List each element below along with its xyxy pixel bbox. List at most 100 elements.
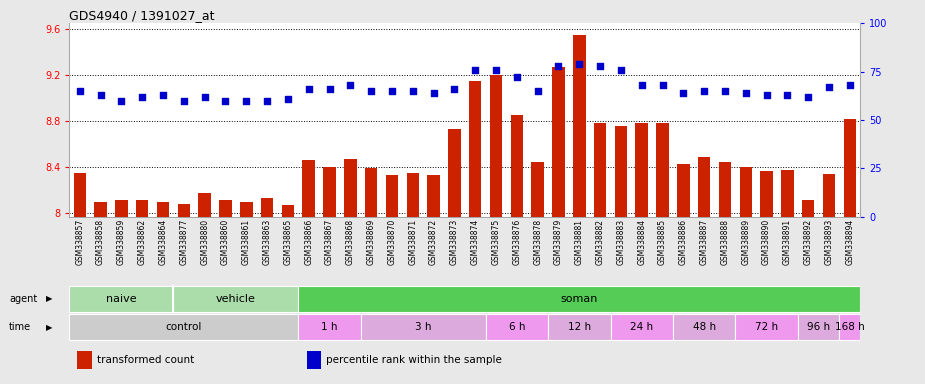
Bar xyxy=(94,202,106,217)
Point xyxy=(280,96,295,102)
Bar xyxy=(136,200,148,217)
Point xyxy=(177,98,191,104)
Text: GDS4940 / 1391027_at: GDS4940 / 1391027_at xyxy=(69,9,215,22)
Point xyxy=(364,88,378,94)
Text: 1 h: 1 h xyxy=(321,322,338,333)
Point xyxy=(510,74,524,80)
Bar xyxy=(240,202,253,217)
Point xyxy=(218,98,233,104)
Bar xyxy=(156,202,169,217)
Bar xyxy=(548,314,611,340)
Text: GSM338859: GSM338859 xyxy=(117,219,126,265)
Text: 3 h: 3 h xyxy=(415,322,431,333)
Text: GSM338872: GSM338872 xyxy=(429,219,438,265)
Text: GSM338892: GSM338892 xyxy=(804,219,813,265)
Text: GSM338890: GSM338890 xyxy=(762,219,771,265)
Bar xyxy=(69,314,298,340)
Text: GSM338858: GSM338858 xyxy=(96,219,105,265)
Text: 6 h: 6 h xyxy=(509,322,525,333)
Text: GSM338862: GSM338862 xyxy=(138,219,147,265)
Bar xyxy=(74,173,86,217)
Text: GSM338893: GSM338893 xyxy=(824,219,833,265)
Point xyxy=(738,90,753,96)
Point xyxy=(468,66,483,73)
Point xyxy=(551,63,566,69)
Text: 72 h: 72 h xyxy=(755,322,778,333)
Text: transformed count: transformed count xyxy=(97,355,194,365)
Bar xyxy=(573,35,586,217)
Text: GSM338882: GSM338882 xyxy=(596,219,605,265)
Point xyxy=(718,88,733,94)
Text: 48 h: 48 h xyxy=(693,322,716,333)
Point xyxy=(613,66,628,73)
Bar xyxy=(219,200,231,217)
Point xyxy=(530,88,545,94)
Text: time: time xyxy=(9,322,31,333)
Bar xyxy=(307,351,321,369)
Bar xyxy=(448,129,461,217)
Bar xyxy=(610,314,673,340)
Point xyxy=(302,86,316,92)
Text: GSM338868: GSM338868 xyxy=(346,219,355,265)
Text: GSM338894: GSM338894 xyxy=(845,219,855,265)
Point xyxy=(135,94,150,100)
Point xyxy=(322,86,337,92)
Text: GSM338874: GSM338874 xyxy=(471,219,480,265)
Bar xyxy=(261,199,274,217)
Bar xyxy=(323,167,336,217)
Text: GSM338867: GSM338867 xyxy=(325,219,334,265)
Point xyxy=(488,66,503,73)
Text: GSM338881: GSM338881 xyxy=(574,219,584,265)
Text: agent: agent xyxy=(9,293,38,304)
Point xyxy=(635,82,649,88)
Text: GSM338888: GSM338888 xyxy=(721,219,730,265)
Text: GSM338884: GSM338884 xyxy=(637,219,647,265)
Point xyxy=(426,90,441,96)
Point xyxy=(447,86,462,92)
Bar xyxy=(511,115,524,217)
Point xyxy=(697,88,711,94)
Point xyxy=(843,82,857,88)
Text: GSM338883: GSM338883 xyxy=(616,219,625,265)
Bar xyxy=(673,314,735,340)
Text: vehicle: vehicle xyxy=(216,293,256,304)
Point xyxy=(197,94,212,100)
Point xyxy=(239,98,253,104)
Text: GSM338869: GSM338869 xyxy=(366,219,376,265)
Bar xyxy=(823,174,835,217)
Bar xyxy=(298,314,361,340)
Bar xyxy=(486,314,548,340)
Text: ▶: ▶ xyxy=(46,294,53,303)
Text: GSM338865: GSM338865 xyxy=(283,219,292,265)
Bar xyxy=(552,67,564,217)
Bar xyxy=(760,171,773,217)
Text: GSM338879: GSM338879 xyxy=(554,219,563,265)
Bar xyxy=(115,200,128,217)
Bar xyxy=(386,175,398,217)
Text: GSM338885: GSM338885 xyxy=(658,219,667,265)
Point xyxy=(655,82,670,88)
Text: 168 h: 168 h xyxy=(835,322,865,333)
Text: 96 h: 96 h xyxy=(807,322,831,333)
Point xyxy=(93,92,108,98)
Bar xyxy=(364,169,377,217)
Bar xyxy=(656,124,669,217)
Bar xyxy=(361,314,486,340)
Text: GSM338857: GSM338857 xyxy=(75,219,84,265)
Text: GSM338880: GSM338880 xyxy=(200,219,209,265)
Point xyxy=(801,94,816,100)
Bar xyxy=(281,205,294,217)
Bar xyxy=(635,124,647,217)
Point xyxy=(821,84,836,90)
Point xyxy=(676,90,691,96)
Text: GSM338863: GSM338863 xyxy=(263,219,272,265)
Bar xyxy=(531,162,544,217)
Bar xyxy=(739,167,752,217)
Text: percentile rank within the sample: percentile rank within the sample xyxy=(327,355,502,365)
Text: GSM338871: GSM338871 xyxy=(408,219,417,265)
Bar xyxy=(781,170,794,217)
Point xyxy=(72,88,87,94)
Text: ▶: ▶ xyxy=(46,323,53,332)
Bar xyxy=(178,204,190,217)
Bar xyxy=(677,164,689,217)
